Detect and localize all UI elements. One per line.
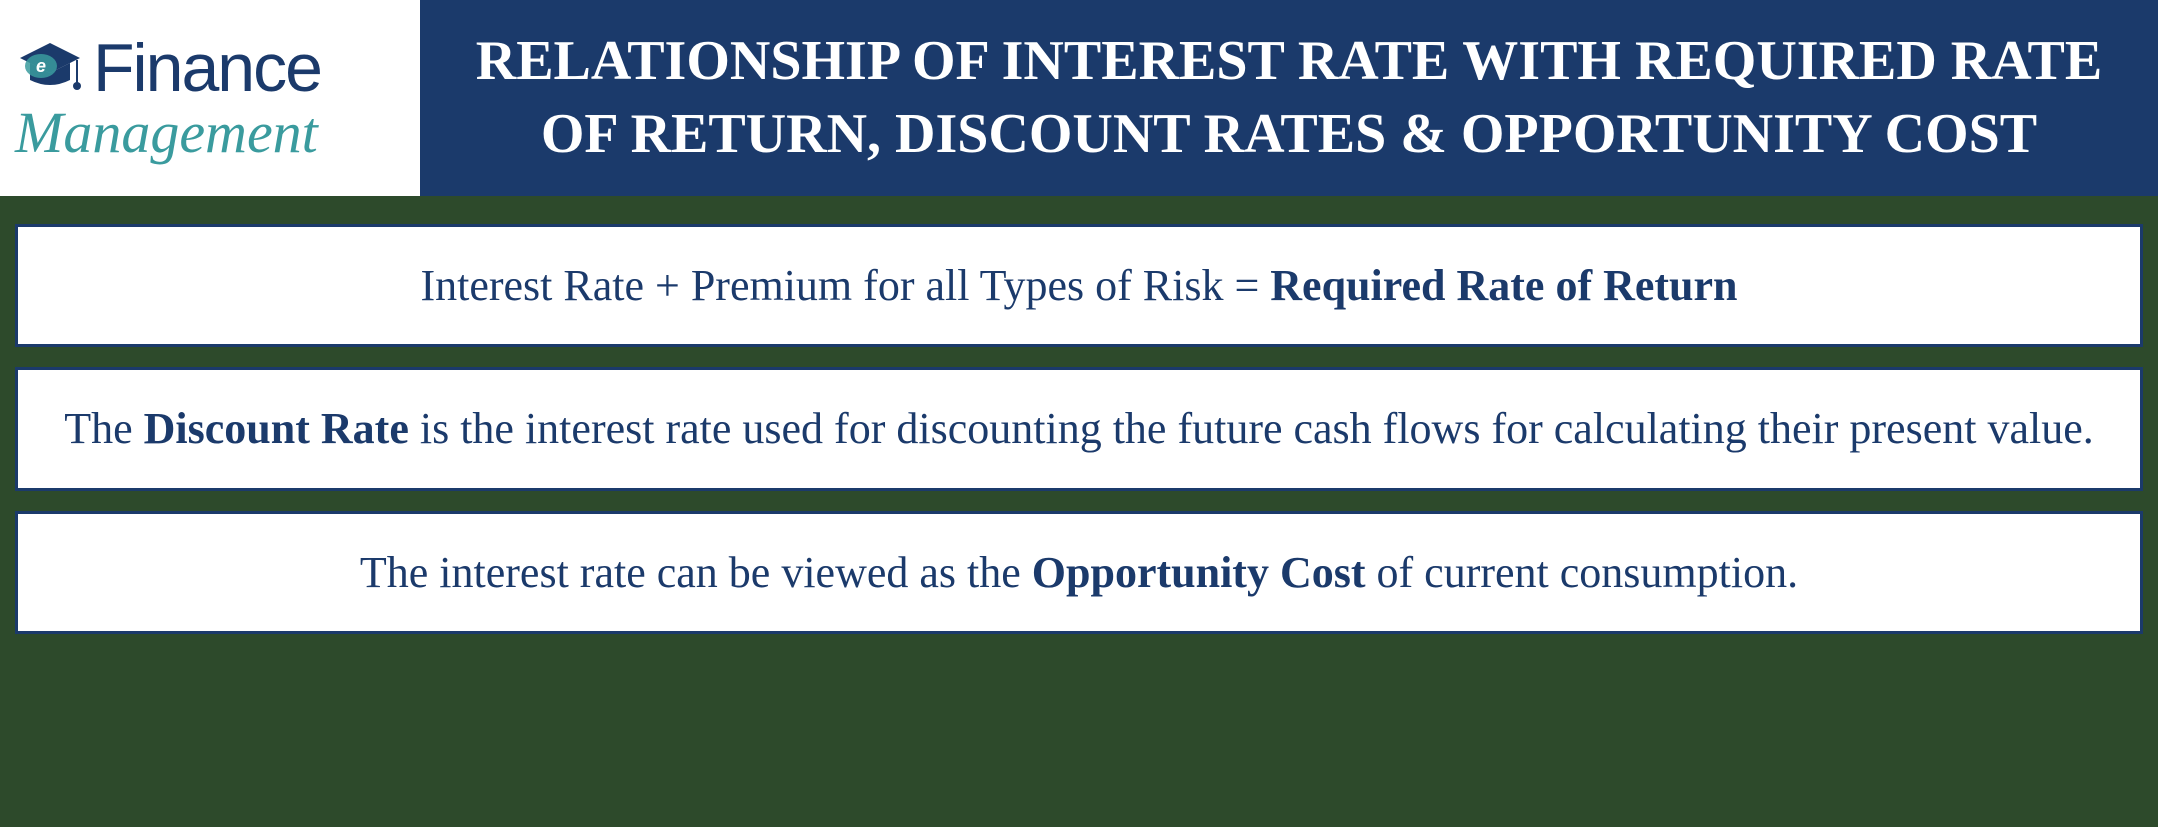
info-box-1: The Discount Rate is the interest rate u…: [15, 367, 2143, 491]
text-segment: The interest rate can be viewed as the: [360, 548, 1032, 597]
text-segment: The: [64, 404, 143, 453]
logo-top-line: e Finance: [15, 29, 405, 107]
content-area: Interest Rate + Premium for all Types of…: [0, 196, 2158, 650]
text-segment: is the interest rate used for discountin…: [409, 404, 2094, 453]
logo-text-secondary: Management: [15, 99, 405, 166]
info-boxes-list: Interest Rate + Premium for all Types of…: [15, 224, 2143, 635]
text-segment: Interest Rate + Premium for all Types of…: [420, 261, 1270, 310]
svg-text:e: e: [36, 56, 46, 76]
page-title: RELATIONSHIP OF INTEREST RATE WITH REQUI…: [460, 25, 2118, 171]
infographic-container: e Finance Management RELATIONSHIP OF INT…: [0, 0, 2158, 649]
header-row: e Finance Management RELATIONSHIP OF INT…: [0, 0, 2158, 196]
bold-term: Required Rate of Return: [1270, 261, 1737, 310]
logo-box: e Finance Management: [0, 0, 420, 196]
graduation-cap-icon: e: [15, 38, 85, 98]
divider-strip: [15, 196, 2143, 224]
title-box: RELATIONSHIP OF INTEREST RATE WITH REQUI…: [420, 0, 2158, 196]
bold-term: Discount Rate: [144, 404, 409, 453]
info-box-0: Interest Rate + Premium for all Types of…: [15, 224, 2143, 348]
logo-text-primary: Finance: [93, 29, 321, 107]
info-box-2: The interest rate can be viewed as the O…: [15, 511, 2143, 635]
bold-term: Opportunity Cost: [1032, 548, 1366, 597]
text-segment: of current consumption.: [1366, 548, 1799, 597]
